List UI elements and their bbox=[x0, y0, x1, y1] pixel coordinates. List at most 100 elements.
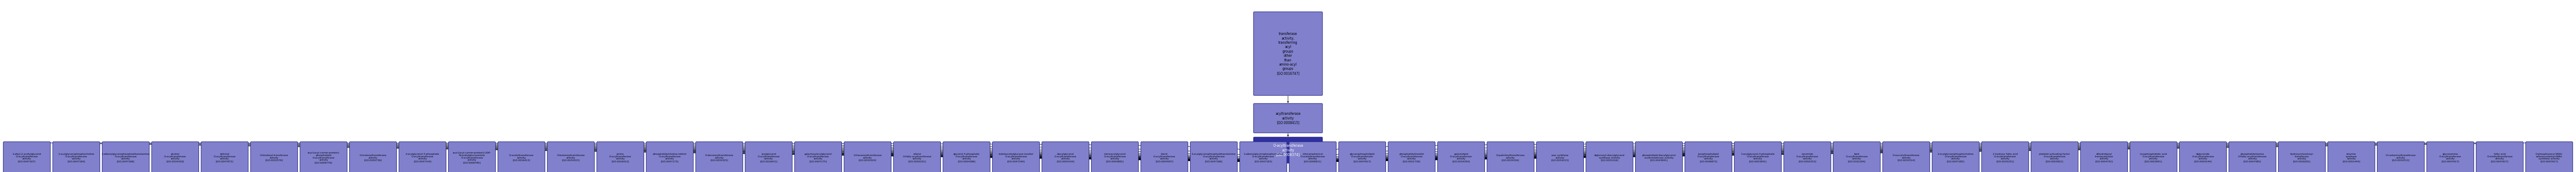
FancyBboxPatch shape bbox=[2130, 142, 2177, 172]
FancyBboxPatch shape bbox=[1734, 142, 1783, 172]
Text: O-hexanoyltransferase
activity
[GO:0034324]: O-hexanoyltransferase activity [GO:00343… bbox=[853, 154, 881, 161]
FancyBboxPatch shape bbox=[2329, 142, 2375, 172]
Text: phosphatidylinositol
O-acyltransferase
activity
[GO:0051739]: phosphatidylinositol O-acyltransferase a… bbox=[1399, 153, 1425, 162]
Text: monoacylglycerol
O-acyltransferase
activity
[GO:0004882]: monoacylglycerol O-acyltransferase activ… bbox=[1105, 153, 1126, 162]
Text: lipid
O-acyltransferase
activity
[GO:0102184]: lipid O-acyltransferase activity [GO:010… bbox=[1844, 153, 1868, 162]
FancyBboxPatch shape bbox=[1092, 142, 1139, 172]
Text: 1-acylglycerol-3-phosphate
O-acyltransferase
activity
[GO:0003841]: 1-acylglycerol-3-phosphate O-acyltransfe… bbox=[1741, 153, 1775, 162]
FancyBboxPatch shape bbox=[1981, 142, 2030, 172]
FancyBboxPatch shape bbox=[1834, 142, 1880, 172]
FancyBboxPatch shape bbox=[1141, 142, 1188, 172]
Text: O-palmitoyltransferase
activity
[GO:0034316]: O-palmitoyltransferase activity [GO:0034… bbox=[1497, 154, 1525, 161]
Text: 2-acylglycerol-3-phosphate
O-acyltransferase
activity
[GO:0047144]: 2-acylglycerol-3-phosphate O-acyltransfe… bbox=[404, 153, 440, 162]
FancyBboxPatch shape bbox=[992, 142, 1041, 172]
FancyBboxPatch shape bbox=[598, 142, 644, 172]
Text: 2-acylglycerophosphoethanolamine
O-acyltransferase
activity
[GO:0047186]: 2-acylglycerophosphoethanolamine O-acylt… bbox=[1193, 153, 1236, 162]
FancyBboxPatch shape bbox=[1340, 142, 1386, 172]
Text: vinorine
synthase
activity
[GO:0051444]: vinorine synthase activity [GO:0051444] bbox=[2342, 153, 2360, 162]
Text: glycerophospholipid
O-acyltransferase
activity
[GO:0047617]: glycerophospholipid O-acyltransferase ac… bbox=[1350, 153, 1376, 162]
Text: lysophospholipid
O-acyltransferase
activity
[GO:0046872]: lysophospholipid O-acyltransferase activ… bbox=[1698, 153, 1718, 162]
Text: sterol
O-acyltransferase
activity
[GO:0004597]: sterol O-acyltransferase activity [GO:00… bbox=[1154, 153, 1175, 162]
Text: dihydrolipoyl
transacetylase
activity
[GO:0004742]: dihydrolipoyl transacetylase activity [G… bbox=[2094, 153, 2112, 162]
FancyBboxPatch shape bbox=[1255, 12, 1321, 95]
FancyBboxPatch shape bbox=[201, 142, 247, 172]
Text: O-malonyltransferase
activity
[GO:0050736]: O-malonyltransferase activity [GO:005073… bbox=[361, 154, 386, 161]
Text: glucosamine
O-acyltransferase
activity
[GO:0047617]: glucosamine O-acyltransferase activity [… bbox=[2439, 153, 2460, 162]
FancyBboxPatch shape bbox=[2081, 142, 2128, 172]
FancyBboxPatch shape bbox=[2476, 142, 2524, 172]
FancyBboxPatch shape bbox=[894, 142, 940, 172]
FancyBboxPatch shape bbox=[793, 142, 842, 172]
FancyBboxPatch shape bbox=[1239, 142, 1288, 172]
Text: O-butanoyltransferase
activity
[GO:0034323]: O-butanoyltransferase activity [GO:00343… bbox=[556, 154, 585, 161]
FancyBboxPatch shape bbox=[1587, 142, 1633, 172]
Text: O-linoleoyl-transferase
activity
[GO:0032576]: O-linoleoyl-transferase activity [GO:003… bbox=[260, 154, 289, 161]
FancyBboxPatch shape bbox=[845, 142, 891, 172]
Text: acyltransferase
activity
[GO:0008415]: acyltransferase activity [GO:0008415] bbox=[1275, 112, 1301, 124]
FancyBboxPatch shape bbox=[943, 142, 989, 172]
FancyBboxPatch shape bbox=[1288, 142, 1337, 172]
Text: hydroxycinnamoyl-
transferase
activity
[GO:0016291]: hydroxycinnamoyl- transferase activity [… bbox=[2290, 153, 2313, 162]
FancyBboxPatch shape bbox=[1783, 142, 1832, 172]
FancyBboxPatch shape bbox=[1685, 142, 1731, 172]
Text: 2-acylglycerophosphocholine
O-acyltransferase
activity
[GO:0047185]: 2-acylglycerophosphocholine O-acyltransf… bbox=[1937, 153, 1973, 162]
Text: alcohol
O-acyltransferase
activity
[GO:0034319]: alcohol O-acyltransferase activity [GO:0… bbox=[165, 153, 185, 162]
Text: phosphatidylcholine-retinol
O-acyltransferase
activity
[GO:0047173]: phosphatidylcholine-retinol O-acyltransf… bbox=[652, 153, 688, 162]
FancyBboxPatch shape bbox=[103, 142, 149, 172]
Text: O-acyltransferase
activity
[GO:0008374]: O-acyltransferase activity [GO:0008374] bbox=[1273, 144, 1303, 156]
Text: O-decanoyltransferase
activity
[GO:0034325]: O-decanoyltransferase activity [GO:00343… bbox=[706, 154, 734, 161]
FancyBboxPatch shape bbox=[1255, 103, 1321, 133]
FancyBboxPatch shape bbox=[152, 142, 198, 172]
FancyBboxPatch shape bbox=[350, 142, 397, 172]
Text: retinol
O-fatty-acyltransferase
activity
[GO:0050252]: retinol O-fatty-acyltransferase activity… bbox=[902, 153, 933, 162]
Text: diglyceride
O-acyltransferase
activity
[GO:0004144]: diglyceride O-acyltransferase activity [… bbox=[2192, 153, 2213, 162]
Text: O-carbamoyltransferase
activity
[GO:0034313]: O-carbamoyltransferase activity [GO:0034… bbox=[2385, 154, 2416, 161]
FancyBboxPatch shape bbox=[1437, 142, 1484, 172]
Text: transferase
activity,
transferring
acyl
groups
other
than
amino-acyl
groups
[GO:: transferase activity, transferring acyl … bbox=[1278, 32, 1298, 75]
FancyBboxPatch shape bbox=[696, 142, 742, 172]
Text: diglucosyl-diacylglycerol
synthase activity
[GO:0051016]: diglucosyl-diacylglycerol synthase activ… bbox=[1595, 154, 1625, 161]
Text: wax synthase
activity
[GO:0034213]: wax synthase activity [GO:0034213] bbox=[1551, 154, 1569, 161]
Text: phosphatidylserine
O-fatty-acyltransferase
activity
[GO:0047485]: phosphatidylserine O-fatty-acyltransfera… bbox=[2239, 153, 2267, 162]
FancyBboxPatch shape bbox=[2228, 142, 2277, 172]
FancyBboxPatch shape bbox=[647, 142, 693, 172]
FancyBboxPatch shape bbox=[497, 142, 546, 172]
Text: indoleacetylglucose-inositol
O-acyltransferase
activity
[GO:0047194]: indoleacetylglucose-inositol O-acyltrans… bbox=[999, 153, 1033, 162]
Text: fatty acid
O-methyltransferase
activity
[GO:0047617]: fatty acid O-methyltransferase activity … bbox=[2486, 153, 2512, 162]
Text: diacylglycerol
O-acyltransferase
activity
[GO:0004144]: diacylglycerol O-acyltransferase activit… bbox=[1054, 153, 1077, 162]
Text: platelet-activating factor
O-acyltransferase
activity
[GO:0003821]: platelet-activating factor O-acyltransfe… bbox=[2040, 153, 2071, 162]
FancyBboxPatch shape bbox=[1041, 142, 1090, 172]
FancyBboxPatch shape bbox=[1388, 142, 1435, 172]
Text: ceramide
O-acyltransferase
activity
[GO:0050253]: ceramide O-acyltransferase activity [GO:… bbox=[1795, 153, 1819, 162]
Text: acyl-[acyl-carrier-protein]-UDP-
N-acetylglucosamine
O-acyltransferase
activity
: acyl-[acyl-carrier-protein]-UDP- N-acety… bbox=[453, 152, 492, 164]
FancyBboxPatch shape bbox=[546, 142, 595, 172]
FancyBboxPatch shape bbox=[2179, 142, 2226, 172]
FancyBboxPatch shape bbox=[1190, 142, 1236, 172]
FancyBboxPatch shape bbox=[2524, 142, 2573, 172]
Text: 1-alkyl-2-acetylglycerol
O-acyltransferase
activity
[GO:0047167]: 1-alkyl-2-acetylglycerol O-acyltransfera… bbox=[13, 153, 41, 162]
FancyBboxPatch shape bbox=[3, 142, 52, 172]
FancyBboxPatch shape bbox=[1486, 142, 1535, 172]
Text: phospholipid:diacylglycerol
acyltransferase activity
[GO:0043841]: phospholipid:diacylglycerol acyltransfer… bbox=[1641, 154, 1677, 161]
Text: 1-alkenylglycerophosphocholine
O-acyltransferase
activity
[GO:0047183]: 1-alkenylglycerophosphocholine O-acyltra… bbox=[1244, 153, 1283, 162]
Text: lysophosphatidic acid
O-acyltransferase
activity
[GO:0003841]: lysophosphatidic acid O-acyltransferase … bbox=[2141, 153, 2166, 162]
FancyBboxPatch shape bbox=[1932, 142, 1978, 172]
FancyBboxPatch shape bbox=[1535, 142, 1584, 172]
FancyBboxPatch shape bbox=[250, 142, 299, 172]
Text: O-succinyltransferase
activity
[GO:0034314]: O-succinyltransferase activity [GO:00343… bbox=[1893, 154, 1919, 161]
Text: O-phosphoseryl-tRNA:
selenocysteinyl-tRNA
synthase activity
[GO:0047617]: O-phosphoseryl-tRNA: selenocysteinyl-tRN… bbox=[2535, 153, 2563, 162]
FancyBboxPatch shape bbox=[2427, 142, 2473, 172]
FancyBboxPatch shape bbox=[1883, 142, 1929, 172]
Text: serine
O-acyltransferase
activity
[GO:0016412]: serine O-acyltransferase activity [GO:00… bbox=[611, 153, 631, 162]
Text: dolichol
O-acyltransferase
activity
[GO:0047872]: dolichol O-acyltransferase activity [GO:… bbox=[214, 153, 237, 162]
FancyBboxPatch shape bbox=[399, 142, 446, 172]
Text: 2-hydroxy fatty acid
O-acyltransferase
activity
[GO:0035251]: 2-hydroxy fatty acid O-acyltransferase a… bbox=[1994, 153, 2017, 162]
Text: chloramphenicol
O-acetyltransferase
activity
[GO:0008811]: chloramphenicol O-acetyltransferase acti… bbox=[1301, 153, 1324, 162]
FancyBboxPatch shape bbox=[2030, 142, 2079, 172]
FancyBboxPatch shape bbox=[2277, 142, 2326, 172]
FancyBboxPatch shape bbox=[1255, 137, 1321, 163]
FancyBboxPatch shape bbox=[52, 142, 100, 172]
Text: 1-acylglycerophosphocholine
O-acyltransferase
activity
[GO:0047184]: 1-acylglycerophosphocholine O-acyltransf… bbox=[59, 153, 95, 162]
FancyBboxPatch shape bbox=[2378, 142, 2424, 172]
Text: acylglycerol
O-acyltransferase
activity
[GO:0016411]: acylglycerol O-acyltransferase activity … bbox=[757, 153, 781, 162]
